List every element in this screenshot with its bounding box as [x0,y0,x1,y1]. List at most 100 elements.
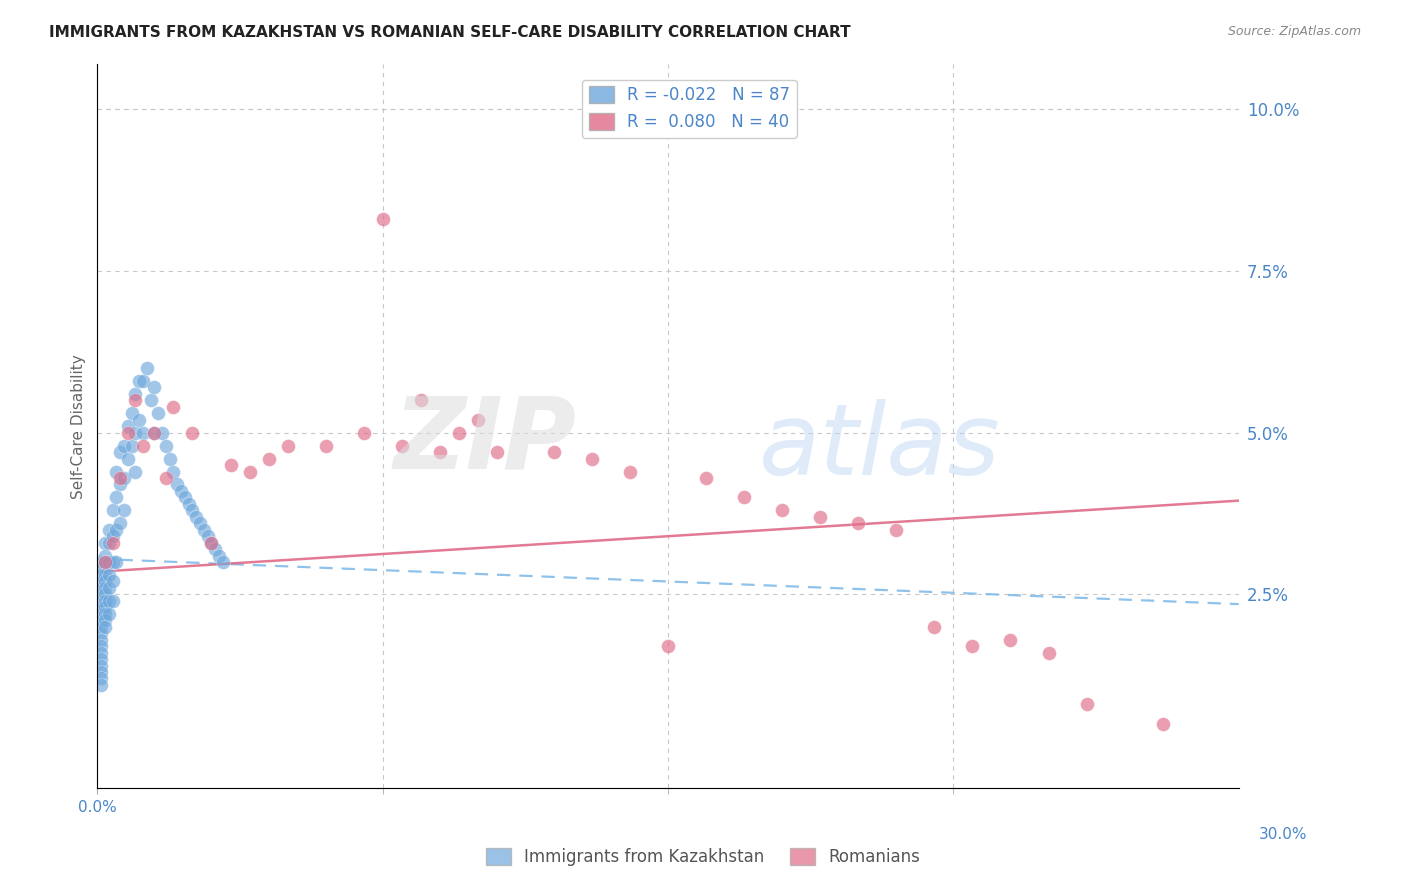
Point [90,646,112,660]
Point [200,535,222,549]
Point [212,555,235,569]
Point [124,425,146,440]
Point [188,516,211,531]
Point [94,613,117,627]
Point [409,393,432,408]
Point [112,439,135,453]
Point [94,568,117,582]
Point [204,542,226,557]
Point [155,471,177,485]
Point [90,632,112,647]
Point [962,639,984,653]
Point [97,594,120,608]
Point [101,535,124,549]
Point [97,568,120,582]
Point [90,581,112,595]
Point [132,439,155,453]
Point [695,471,717,485]
Point [105,465,128,479]
Point [143,425,166,440]
Point [94,581,117,595]
Point [219,458,242,472]
Point [846,516,869,531]
Point [94,600,117,615]
Point [1000,632,1022,647]
Point [770,503,793,517]
Point [97,607,120,621]
Point [581,451,603,466]
Point [166,477,188,491]
Point [315,439,337,453]
Point [170,483,193,498]
Point [94,555,117,569]
Point [90,613,112,627]
Point [543,445,565,459]
Point [90,665,112,679]
Point [117,425,139,440]
Point [121,406,143,420]
Point [139,393,162,408]
Point [467,413,489,427]
Point [353,425,375,440]
Point [101,555,124,569]
Point [657,639,679,653]
Point [162,465,184,479]
Point [257,451,280,466]
Point [94,607,117,621]
Point [97,555,120,569]
Point [90,574,112,589]
Point [159,451,181,466]
Point [121,439,143,453]
Point [90,561,112,575]
Text: IMMIGRANTS FROM KAZAKHSTAN VS ROMANIAN SELF-CARE DISABILITY CORRELATION CHART: IMMIGRANTS FROM KAZAKHSTAN VS ROMANIAN S… [49,25,851,40]
Text: ZIP: ZIP [394,392,576,489]
Point [94,620,117,634]
Point [1038,646,1060,660]
Point [886,523,908,537]
Point [143,380,166,394]
Point [105,491,128,505]
Point [90,639,112,653]
Point [105,523,128,537]
Legend: R = -0.022   N = 87, R =  0.080   N = 40: R = -0.022 N = 87, R = 0.080 N = 40 [582,79,797,137]
Point [143,425,166,440]
Point [90,620,112,634]
Point [277,439,299,453]
Point [90,607,112,621]
Point [90,600,112,615]
Point [186,509,208,524]
Point [90,652,112,666]
Point [108,477,131,491]
Point [1076,698,1098,712]
Point [97,523,120,537]
Point [90,678,112,692]
Point [108,445,131,459]
Point [128,374,150,388]
Text: Source: ZipAtlas.com: Source: ZipAtlas.com [1227,25,1361,38]
Point [124,393,146,408]
Point [112,471,135,485]
Point [135,361,157,376]
Point [924,620,946,634]
Point [391,439,413,453]
Point [162,400,184,414]
Text: 30.0%: 30.0% [1260,827,1308,841]
Point [447,425,470,440]
Point [155,439,177,453]
Point [124,465,146,479]
Point [94,535,117,549]
Point [90,626,112,640]
Point [90,658,112,673]
Point [117,451,139,466]
Point [429,445,451,459]
Point [150,425,173,440]
Point [117,419,139,434]
Point [371,212,394,227]
Point [101,529,124,543]
Point [197,529,219,543]
Point [132,374,155,388]
Point [90,568,112,582]
Point [181,503,204,517]
Point [485,445,508,459]
Point [808,509,831,524]
